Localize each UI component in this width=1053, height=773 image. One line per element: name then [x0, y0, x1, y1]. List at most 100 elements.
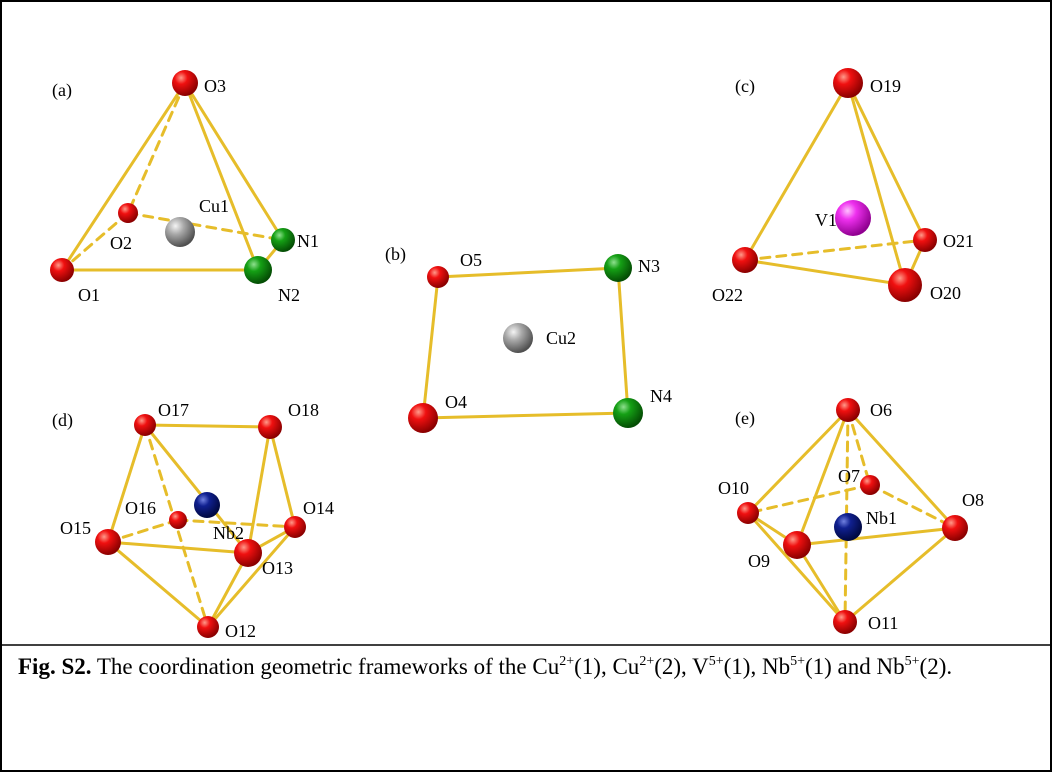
- atom-label: N1: [297, 231, 319, 251]
- panel-label: (a): [52, 80, 72, 101]
- bond: [145, 425, 270, 427]
- charge: 2+: [559, 654, 574, 669]
- atom: [942, 515, 968, 541]
- atom-label: O21: [943, 231, 974, 251]
- atom: [118, 203, 138, 223]
- atom-label: O15: [60, 518, 91, 538]
- atom-label: O18: [288, 400, 319, 420]
- atom-label: V1: [815, 210, 837, 230]
- bond: [797, 528, 955, 545]
- atom: [833, 68, 863, 98]
- panel-label: (b): [385, 244, 406, 265]
- atom: [408, 403, 438, 433]
- bond: [185, 83, 283, 240]
- dashed-bond: [128, 83, 185, 213]
- bond: [748, 410, 848, 513]
- bond: [108, 542, 248, 553]
- atom: [271, 228, 295, 252]
- bond: [848, 410, 955, 528]
- atom-label: Cu2: [546, 328, 576, 348]
- atom-label: Nb2: [213, 523, 244, 543]
- atom: [783, 531, 811, 559]
- bond: [185, 83, 258, 270]
- atom-label: O12: [225, 621, 256, 641]
- atom-label: O6: [870, 400, 892, 420]
- atom: [172, 70, 198, 96]
- atom-label: N3: [638, 256, 660, 276]
- atom-label: O3: [204, 76, 226, 96]
- caption-label: Fig. S2.: [18, 654, 91, 679]
- atom: [835, 200, 871, 236]
- atom: [834, 513, 862, 541]
- atom: [913, 228, 937, 252]
- atom: [50, 258, 74, 282]
- atom: [503, 323, 533, 353]
- atom: [860, 475, 880, 495]
- atom: [833, 610, 857, 634]
- charge: 2+: [639, 654, 654, 669]
- bond: [270, 427, 295, 527]
- bond: [745, 83, 848, 260]
- atom: [732, 247, 758, 273]
- atom-label: O11: [868, 613, 898, 633]
- atom-label: O22: [712, 285, 743, 305]
- atom: [613, 398, 643, 428]
- panel-label: (c): [735, 76, 755, 97]
- charge: 5+: [790, 654, 805, 669]
- bond: [108, 425, 145, 542]
- atom-label: O7: [838, 466, 860, 486]
- charge: 5+: [709, 654, 724, 669]
- bond: [248, 427, 270, 553]
- atom-label: O1: [78, 285, 100, 305]
- atom: [427, 266, 449, 288]
- atom-label: O8: [962, 490, 984, 510]
- atom-label: O5: [460, 250, 482, 270]
- atom-label: O10: [718, 478, 749, 498]
- atom-label: O17: [158, 400, 189, 420]
- bond: [745, 260, 905, 285]
- bond: [423, 277, 438, 418]
- atom-label: N2: [278, 285, 300, 305]
- caption-text: The coordination geometric frameworks of…: [91, 654, 559, 679]
- atom: [888, 268, 922, 302]
- dashed-bond: [748, 485, 870, 513]
- atom-label: O9: [748, 551, 770, 571]
- atom-label: O14: [303, 498, 334, 518]
- atom-label: O2: [110, 233, 132, 253]
- atom: [258, 415, 282, 439]
- atom: [134, 414, 156, 436]
- atom: [737, 502, 759, 524]
- bond: [423, 413, 628, 418]
- atom: [836, 398, 860, 422]
- atom-label: Nb1: [866, 508, 897, 528]
- atom-label: O20: [930, 283, 961, 303]
- dashed-bond: [128, 213, 283, 240]
- bond: [618, 268, 628, 413]
- caption-text: (1) and Nb: [805, 654, 905, 679]
- atom: [169, 511, 187, 529]
- atom-label: O13: [262, 558, 293, 578]
- atom: [244, 256, 272, 284]
- atom: [194, 492, 220, 518]
- bond: [108, 542, 208, 627]
- atom-label: N4: [650, 386, 672, 406]
- atom-label: O4: [445, 392, 467, 412]
- charge: 5+: [905, 654, 920, 669]
- atom-label: Cu1: [199, 196, 229, 216]
- bond: [845, 528, 955, 622]
- caption-text: (1), Cu: [574, 654, 639, 679]
- atom: [604, 254, 632, 282]
- panel-label: (d): [52, 410, 73, 431]
- panel-label: (e): [735, 408, 755, 429]
- atom: [197, 616, 219, 638]
- atom: [284, 516, 306, 538]
- caption: Fig. S2. The coordination geometric fram…: [18, 656, 1040, 678]
- atom: [165, 217, 195, 247]
- caption-text: (2).: [920, 654, 953, 679]
- atom: [234, 539, 262, 567]
- atom-label: O16: [125, 498, 156, 518]
- figure-page: (a)O3O2Cu1N1N2O1(b)O5N3Cu2O4N4(c)O19V1O2…: [0, 0, 1053, 773]
- caption-text: (2), V: [654, 654, 709, 679]
- caption-text: (1), Nb: [724, 654, 790, 679]
- atom: [95, 529, 121, 555]
